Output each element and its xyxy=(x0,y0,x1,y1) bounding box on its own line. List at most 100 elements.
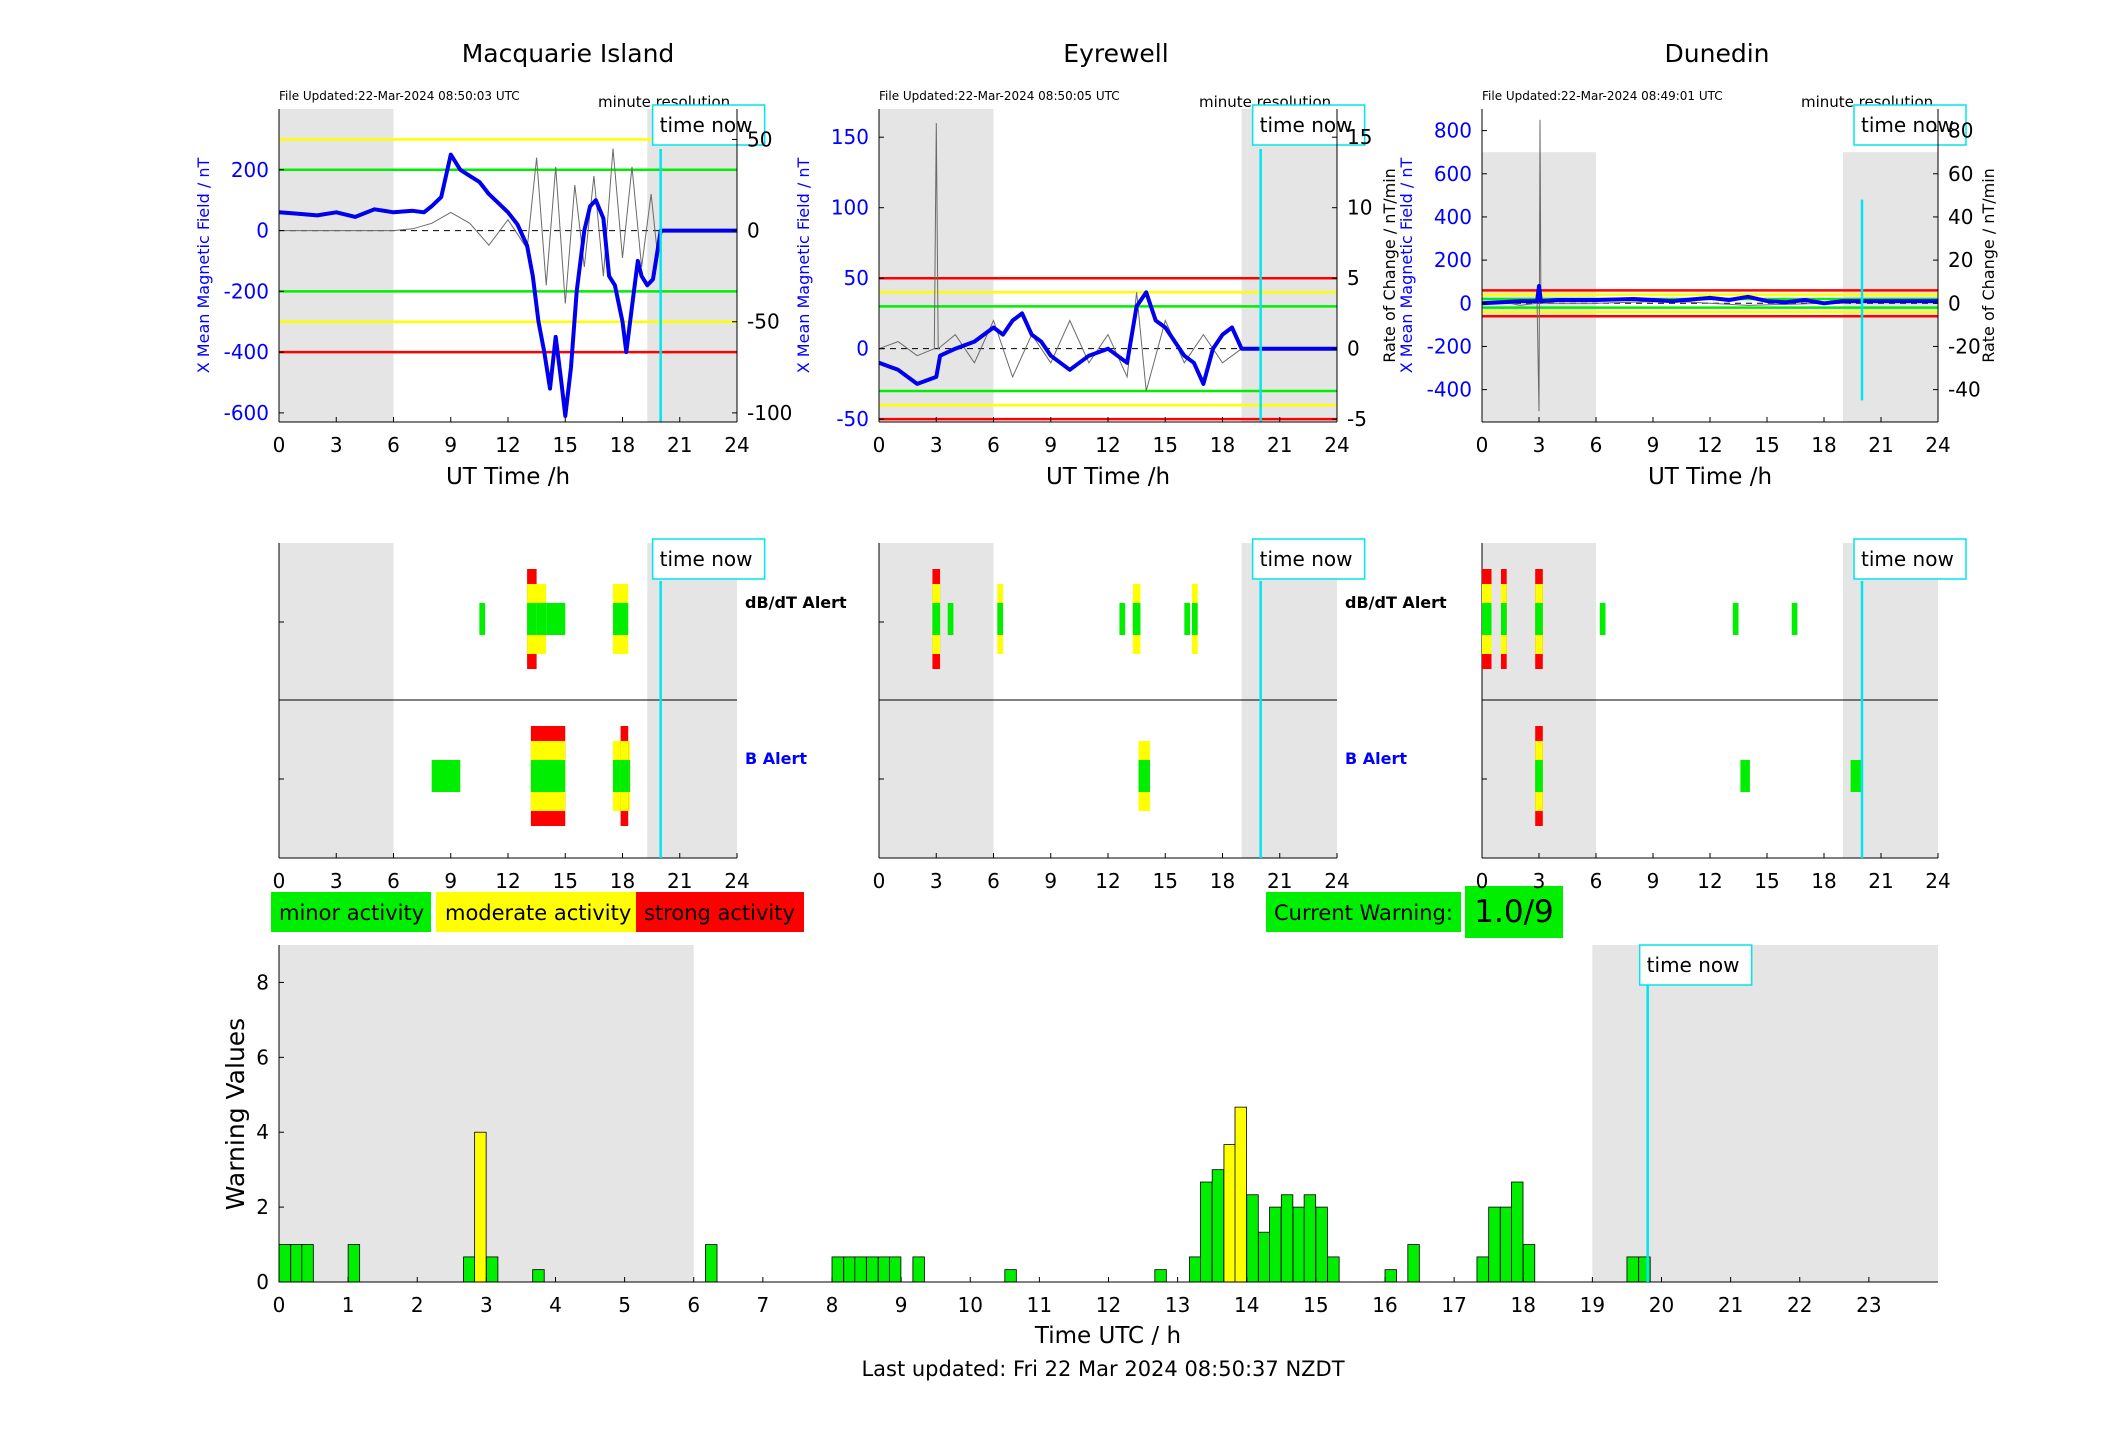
warning-x-tick-label: 13 xyxy=(1165,1293,1190,1317)
warning-bar xyxy=(866,1256,879,1283)
x-tick-label: 21 xyxy=(1868,433,1893,457)
warning-y-tick-label: 6 xyxy=(256,1045,269,1069)
y-right-tick-label: 0 xyxy=(747,219,760,243)
warning-x-tick-label: 20 xyxy=(1649,1293,1674,1317)
x-tick-label: 21 xyxy=(1267,433,1292,457)
b-alert-mark-minor xyxy=(1850,760,1862,792)
y-right-tick-label: 80 xyxy=(1948,119,1973,143)
legend-minor-label: minor activity xyxy=(279,901,424,925)
alert-x-tick-label: 21 xyxy=(1267,869,1292,893)
station-title: Eyrewell xyxy=(1063,39,1168,68)
y-left-tick-label: 800 xyxy=(1434,119,1472,143)
dbdt-alert-mark-minor xyxy=(947,603,954,635)
dbdt-alert-mark-minor xyxy=(527,603,537,635)
y-right-tick-label: 0 xyxy=(1347,337,1360,361)
warning-bar xyxy=(278,1244,291,1283)
warning-x-tick-label: 9 xyxy=(895,1293,908,1317)
warning-x-tick-label: 17 xyxy=(1441,1293,1466,1317)
y-left-tick-label: -50 xyxy=(836,407,869,431)
y-left-tick-label: 600 xyxy=(1434,162,1472,186)
station-title: Macquarie Island xyxy=(462,39,675,68)
warning-x-tick-label: 19 xyxy=(1580,1293,1605,1317)
dbdt-alert-mark-minor xyxy=(1501,603,1507,635)
warning-bar xyxy=(1269,1206,1282,1283)
warning-bar xyxy=(1327,1256,1340,1283)
current-warning-value-box xyxy=(1465,886,1563,938)
x-tick-label: 6 xyxy=(1590,433,1603,457)
warning-x-tick-label: 6 xyxy=(687,1293,700,1317)
y-right-tick-label: -50 xyxy=(747,310,780,334)
shade-region xyxy=(1843,152,1938,422)
x-tick-label: 3 xyxy=(1533,433,1546,457)
warning-x-tick-label: 10 xyxy=(958,1293,983,1317)
warning-bar xyxy=(888,1256,902,1283)
alert-x-tick-label: 24 xyxy=(1925,869,1950,893)
dbdt-alert-mark-minor xyxy=(1535,603,1543,635)
alert-time-now-box xyxy=(1251,538,1366,580)
x-mean-field-series xyxy=(278,152,737,418)
dbdt-alert-mark-minor xyxy=(536,603,547,635)
x-tick-label: 24 xyxy=(724,433,749,457)
warning-bar xyxy=(843,1256,856,1283)
y-left-tick-label: 400 xyxy=(1434,205,1472,229)
warning-bar xyxy=(474,1131,487,1283)
warning-x-tick-label: 5 xyxy=(618,1293,631,1317)
warning-y-tick-label: 8 xyxy=(256,970,269,994)
y-left-tick-label: 150 xyxy=(831,125,869,149)
warning-bar xyxy=(1234,1106,1247,1283)
dbdt-alert-mark-minor xyxy=(932,603,941,635)
dbdt-alert-mark-minor xyxy=(612,603,629,635)
y-right-tick-label: 60 xyxy=(1948,162,1973,186)
y-left-tick-label: 100 xyxy=(831,196,869,220)
alert-time-now-label: time now xyxy=(660,547,753,571)
alert-x-tick-label: 24 xyxy=(724,869,749,893)
alert-time-now-label: time now xyxy=(1260,547,1353,571)
y-right-tick-label: -100 xyxy=(747,401,792,425)
y-right-tick-label: 50 xyxy=(747,127,772,151)
legend-minor-swatch xyxy=(271,892,431,932)
y-left-tick-label: 200 xyxy=(231,158,269,182)
warning-bar xyxy=(301,1244,314,1283)
last-updated-text: Last updated: Fri 22 Mar 2024 08:50:37 N… xyxy=(861,1357,1344,1381)
current-warning-label: Current Warning: xyxy=(1274,901,1453,925)
warning-x-tick-label: 23 xyxy=(1856,1293,1881,1317)
dbdt-alert-mark-minor xyxy=(1791,603,1798,635)
warning-x-tick-label: 3 xyxy=(480,1293,493,1317)
time-now-label: time now xyxy=(1861,113,1954,137)
warning-bar xyxy=(705,1244,718,1283)
y-right-tick-label: -5 xyxy=(1347,407,1367,431)
warning-bar xyxy=(877,1256,891,1283)
current-warning: Current Warning: 1.0/9 xyxy=(1266,886,1563,938)
warning-bar xyxy=(1522,1244,1536,1283)
station-title: Dunedin xyxy=(1665,39,1770,68)
warning-bar xyxy=(1258,1231,1271,1283)
warning-bar xyxy=(1246,1194,1259,1283)
y-right-tick-label: 5 xyxy=(1347,266,1360,290)
alert-panel-2: time now 0 3 6 9 12 15 18 21 24 xyxy=(1476,538,1967,893)
warning-chart-xlabel: Time UTC / h xyxy=(1034,1323,1181,1349)
x-tick-label: 18 xyxy=(610,433,635,457)
warning-x-tick-label: 14 xyxy=(1234,1293,1259,1317)
x-tick-label: 24 xyxy=(1925,433,1950,457)
warning-bar xyxy=(912,1256,925,1283)
station-panel-macquarie: Macquarie Island File Updated:22-Mar-202… xyxy=(279,39,730,111)
dbdt-alert-mark-minor xyxy=(1119,603,1126,635)
warning-x-tick-label: 7 xyxy=(757,1293,770,1317)
warning-bar xyxy=(1200,1181,1213,1283)
y-right-tick-label: 10 xyxy=(1347,196,1372,220)
alert-x-tick-label: 15 xyxy=(1754,869,1779,893)
x-axis-label: UT Time /h xyxy=(1648,464,1772,490)
shade-region xyxy=(647,109,737,422)
warning-bar xyxy=(532,1269,545,1283)
dbdt-alert-mark-minor xyxy=(546,603,566,635)
y-right-tick-label: -40 xyxy=(1948,378,1981,402)
activity-legend: minor activity moderate activity strong … xyxy=(271,892,804,932)
warning-bar xyxy=(1626,1256,1639,1283)
legend-moderate-swatch xyxy=(436,892,636,932)
warning-bar xyxy=(1004,1269,1017,1283)
y-left-tick-label: 0 xyxy=(1459,291,1472,315)
x-axis-label: UT Time /h xyxy=(1046,464,1170,490)
